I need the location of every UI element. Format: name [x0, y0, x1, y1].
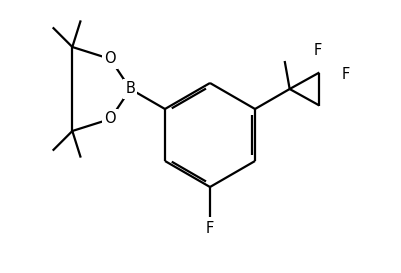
Text: O: O: [104, 52, 116, 67]
Text: F: F: [205, 221, 214, 236]
Text: F: F: [312, 43, 321, 58]
Text: F: F: [340, 67, 349, 82]
Text: O: O: [104, 111, 116, 126]
Text: B: B: [125, 82, 135, 96]
